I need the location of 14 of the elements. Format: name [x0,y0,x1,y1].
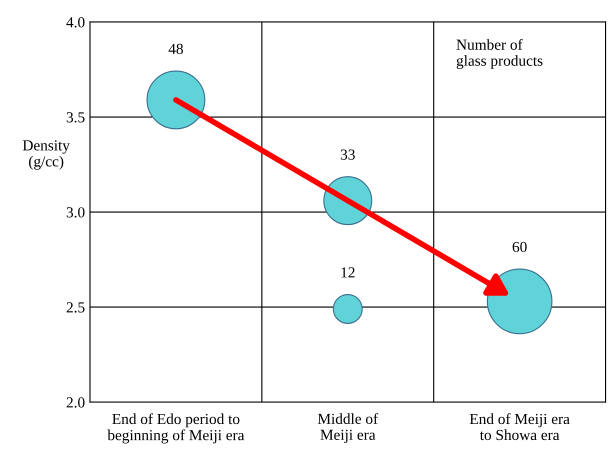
x-tick-label: End of Edo period to beginning of Meiji era [107,413,244,444]
y-axis-title: Density (g/cc) [22,140,70,170]
y-tick-label: 2.5 [66,302,85,313]
data-label: 33 [340,149,355,160]
annotation: Number of glass products [456,38,542,69]
y-tick-label: 4.0 [66,17,85,28]
data-label: 48 [168,44,183,54]
x-tick-label: End of Meiji era to Showa era [470,413,570,440]
x-tick-label: Middle of Meiji era [318,413,378,444]
data-label: 12 [341,267,355,278]
data-label: 60 [512,242,527,252]
y-tick-label: 2.0 [66,397,85,408]
y-tick-label: 3.0 [66,207,85,218]
y-tick-label: 3.5 [66,112,85,123]
